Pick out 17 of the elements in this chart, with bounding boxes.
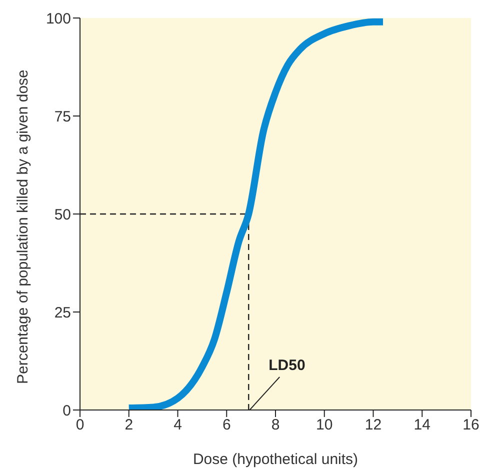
y-tick-label: 50: [54, 206, 71, 224]
y-tick-label: 75: [54, 108, 71, 126]
x-tick-label: 4: [174, 416, 182, 434]
annotation: LD50: [268, 357, 306, 374]
x-axis-title: Dose (hypothetical units): [192, 451, 358, 468]
y-tick-label: 100: [46, 10, 71, 28]
x-tick-label: 10: [316, 416, 333, 434]
x-tick-label: 12: [364, 416, 382, 434]
x-tick-label: 8: [271, 416, 280, 434]
y-tick-label: 0: [62, 402, 71, 420]
x-tick-label: 14: [414, 416, 430, 434]
x-tick-label: 2: [124, 416, 134, 434]
y-tick-label: 25: [54, 304, 71, 322]
x-tick-label: 6: [222, 416, 231, 434]
x-tick-label: 0: [76, 416, 84, 434]
y-axis-title: Percentage of population killed by a given dose: [14, 70, 32, 384]
x-tick-label: 16: [462, 416, 480, 434]
